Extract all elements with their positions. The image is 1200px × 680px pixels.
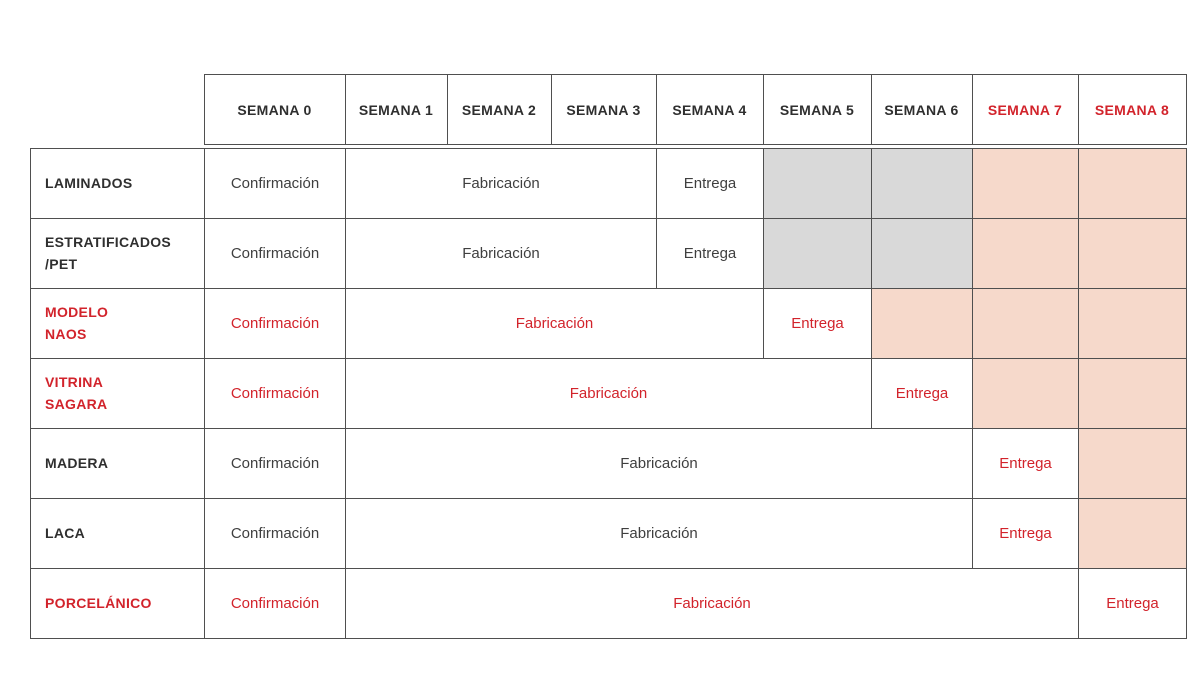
week-header-semana-6: SEMANA 6 bbox=[870, 74, 973, 145]
cell-modelo-naos-confirmacion: Confirmación bbox=[204, 288, 346, 359]
row-label-laminados: LAMINADOS bbox=[30, 148, 205, 219]
cell-estratificados-pet-fabricacion: Fabricación bbox=[345, 218, 657, 289]
cell-laminados-pink bbox=[972, 148, 1079, 219]
row-label-madera: MADERA bbox=[30, 428, 205, 499]
row-label-laca: LACA bbox=[30, 498, 205, 569]
week-header-semana-4: SEMANA 4 bbox=[655, 74, 764, 145]
cell-modelo-naos-pink bbox=[972, 288, 1079, 359]
row-laminados: LAMINADOS Confirmación Fabricación Entrega bbox=[30, 148, 1187, 219]
cell-vitrina-sagara-confirmacion: Confirmación bbox=[204, 358, 346, 429]
cell-estratificados-pet-gray bbox=[871, 218, 973, 289]
cell-estratificados-pet-entrega: Entrega bbox=[656, 218, 764, 289]
row-porcelanico: PORCELÁNICO Confirmación Fabricación Entreg… bbox=[30, 568, 1187, 639]
cell-vitrina-sagara-pink bbox=[972, 358, 1079, 429]
week-header-row: SEMANA 0 SEMANA 1 SEMANA 2 SEMANA 3 SEMANA 4… bbox=[30, 74, 1187, 145]
schedule-body: LAMINADOS Confirmación Fabricación Entrega E… bbox=[30, 148, 1187, 639]
cell-modelo-naos-entrega: Entrega bbox=[763, 288, 872, 359]
production-schedule-table: SEMANA 0 SEMANA 1 SEMANA 2 SEMANA 3 SEMANA 4… bbox=[30, 74, 1187, 639]
week-header-semana-8: SEMANA 8 bbox=[1077, 74, 1187, 145]
cell-estratificados-pet-pink bbox=[972, 218, 1079, 289]
cell-modelo-naos-pink bbox=[1078, 288, 1187, 359]
cell-porcelanico-entrega: Entrega bbox=[1078, 568, 1187, 639]
row-vitrina-sagara: VITRINA SAGARA Confirmación Fabricación Ent… bbox=[30, 358, 1187, 429]
cell-laminados-gray bbox=[763, 148, 872, 219]
cell-vitrina-sagara-fabricacion: Fabricación bbox=[345, 358, 872, 429]
cell-vitrina-sagara-entrega: Entrega bbox=[871, 358, 973, 429]
header-row: SEMANA 0 SEMANA 1 SEMANA 2 SEMANA 3 SEMANA 4… bbox=[30, 74, 1187, 145]
cell-laca-entrega: Entrega bbox=[972, 498, 1079, 569]
row-madera: MADERA Confirmación Fabricación Entrega bbox=[30, 428, 1187, 499]
row-label-porcelanico: PORCELÁNICO bbox=[30, 568, 205, 639]
week-header-semana-0: SEMANA 0 bbox=[203, 74, 346, 145]
cell-laca-fabricacion: Fabricación bbox=[345, 498, 973, 569]
cell-laminados-pink bbox=[1078, 148, 1187, 219]
cell-laminados-gray bbox=[871, 148, 973, 219]
cell-madera-entrega: Entrega bbox=[972, 428, 1079, 499]
row-laca: LACA Confirmación Fabricación Entrega bbox=[30, 498, 1187, 569]
cell-laca-confirmacion: Confirmación bbox=[204, 498, 346, 569]
week-header-semana-5: SEMANA 5 bbox=[762, 74, 872, 145]
cell-laminados-entrega: Entrega bbox=[656, 148, 764, 219]
cell-madera-fabricacion: Fabricación bbox=[345, 428, 973, 499]
cell-madera-confirmacion: Confirmación bbox=[204, 428, 346, 499]
row-modelo-naos: MODELO NAOS Confirmación Fabricación Entreg… bbox=[30, 288, 1187, 359]
cell-madera-pink bbox=[1078, 428, 1187, 499]
cell-modelo-naos-fabricacion: Fabricación bbox=[345, 288, 764, 359]
week-header-semana-2: SEMANA 2 bbox=[446, 74, 552, 145]
cell-estratificados-pet-pink bbox=[1078, 218, 1187, 289]
cell-modelo-naos-pink bbox=[871, 288, 973, 359]
corner-cell bbox=[30, 75, 204, 145]
cell-laca-pink bbox=[1078, 498, 1187, 569]
row-label-vitrina-sagara: VITRINA SAGARA bbox=[30, 358, 205, 429]
cell-laminados-confirmacion: Confirmación bbox=[204, 148, 346, 219]
cell-estratificados-pet-confirmacion: Confirmación bbox=[204, 218, 346, 289]
week-header-semana-3: SEMANA 3 bbox=[550, 74, 657, 145]
cell-porcelanico-confirmacion: Confirmación bbox=[204, 568, 346, 639]
cell-estratificados-pet-gray bbox=[763, 218, 872, 289]
cell-vitrina-sagara-pink bbox=[1078, 358, 1187, 429]
week-header-semana-1: SEMANA 1 bbox=[344, 74, 448, 145]
row-estratificados-pet: ESTRATIFICADOS /PET Confirmación Fabricaci… bbox=[30, 218, 1187, 289]
row-label-estratificados-pet: ESTRATIFICADOS /PET bbox=[30, 218, 205, 289]
week-header-semana-7: SEMANA 7 bbox=[971, 74, 1079, 145]
row-label-modelo-naos: MODELO NAOS bbox=[30, 288, 205, 359]
cell-porcelanico-fabricacion: Fabricación bbox=[345, 568, 1079, 639]
cell-laminados-fabricacion: Fabricación bbox=[345, 148, 657, 219]
